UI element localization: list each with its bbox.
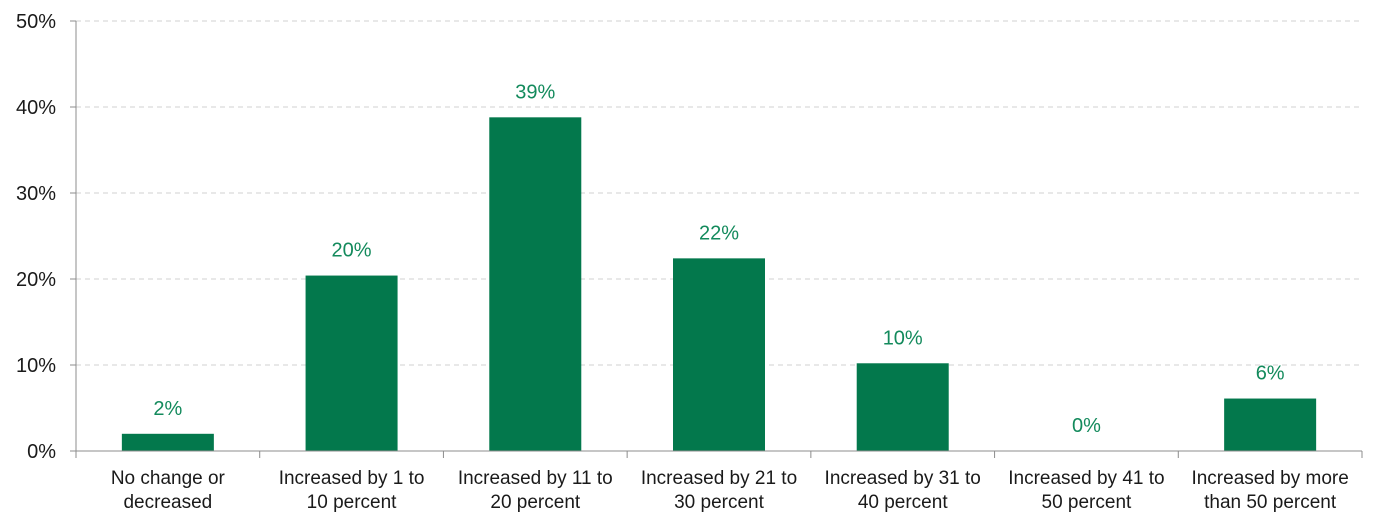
bars bbox=[121, 117, 1317, 451]
data-label: 22% bbox=[699, 222, 739, 244]
x-tick-label: Increased by 31 to bbox=[825, 468, 981, 489]
x-tick-label: No change or bbox=[111, 468, 226, 489]
x-tick-label: 50 percent bbox=[1042, 492, 1133, 513]
bar bbox=[673, 258, 765, 451]
data-label: 39% bbox=[515, 81, 555, 103]
data-label: 2% bbox=[153, 398, 182, 420]
data-label: 20% bbox=[332, 240, 372, 262]
y-tick-label: 10% bbox=[16, 355, 56, 377]
y-tick-label: 0% bbox=[27, 441, 56, 463]
bar bbox=[1224, 398, 1317, 451]
y-tick-label: 50% bbox=[16, 11, 56, 33]
bar bbox=[489, 117, 582, 451]
x-tick-label: Increased by 41 to bbox=[1008, 468, 1164, 489]
x-tick-label: decreased bbox=[123, 492, 212, 513]
data-labels: 2% 20% 39% 22% 10% 0% 6% bbox=[153, 81, 1284, 437]
x-tick-label: 20 percent bbox=[490, 492, 581, 513]
bar bbox=[856, 363, 949, 451]
x-tick-label: Increased by 21 to bbox=[641, 468, 797, 489]
x-tick-label: Increased by 1 to bbox=[279, 468, 425, 489]
data-label: 6% bbox=[1256, 363, 1285, 385]
x-tick-label: Increased by 11 to bbox=[458, 468, 613, 489]
x-tick-label: 30 percent bbox=[674, 492, 765, 513]
y-tick-label: 30% bbox=[16, 183, 56, 205]
x-tick-label: 40 percent bbox=[858, 492, 949, 513]
data-label: 0% bbox=[1072, 415, 1101, 437]
bar bbox=[305, 275, 398, 451]
axes bbox=[70, 20, 1363, 458]
y-tick-label: 40% bbox=[16, 97, 56, 119]
bar bbox=[121, 433, 214, 451]
y-axis-ticks: 0% 10% 20% 30% 40% 50% bbox=[16, 11, 56, 463]
y-tick-label: 20% bbox=[16, 269, 56, 291]
x-tick-label: 10 percent bbox=[307, 492, 398, 513]
x-tick-label: Increased by more bbox=[1191, 468, 1348, 489]
data-label: 10% bbox=[883, 327, 923, 349]
x-tick-label: than 50 percent bbox=[1204, 492, 1337, 513]
x-axis-ticks: No change or decreased Increased by 1 to 10… bbox=[111, 468, 1349, 513]
